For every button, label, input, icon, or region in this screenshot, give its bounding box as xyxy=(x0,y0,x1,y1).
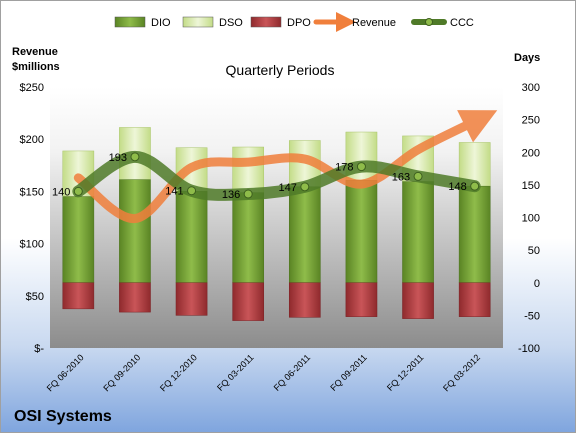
right-tick-label: 150 xyxy=(522,180,540,192)
bar-dpo xyxy=(62,282,95,310)
ccc-data-label: 136 xyxy=(222,189,240,201)
right-tick-label: 100 xyxy=(522,213,540,225)
ccc-data-label: 147 xyxy=(278,182,296,194)
right-tick-label: 50 xyxy=(528,245,540,257)
bar-dso xyxy=(232,146,265,193)
ccc-point xyxy=(187,186,197,196)
left-tick-label: $- xyxy=(34,343,44,355)
right-tick-label: -100 xyxy=(518,343,540,355)
left-tick-label: $100 xyxy=(20,239,44,251)
bar-dio xyxy=(62,196,95,283)
bar-dio xyxy=(232,192,265,283)
legend-swatch-dpo xyxy=(250,16,282,28)
bar-dio xyxy=(119,179,151,283)
right-tick-label: 0 xyxy=(534,278,540,290)
legend-swatch-dso xyxy=(182,16,214,28)
lines: 140 193 141 136 147 178 163 148 xyxy=(52,110,498,224)
left-tick-label: $50 xyxy=(26,291,44,303)
ccc-point xyxy=(130,152,140,162)
legend-label-ccc: CCC xyxy=(450,17,474,29)
bar-dpo xyxy=(175,282,208,316)
bar-dio xyxy=(288,186,321,284)
legend-label-revenue: Revenue xyxy=(352,17,396,29)
left-tick-label: $150 xyxy=(20,186,44,198)
left-axis-title-line2: $millions xyxy=(12,61,60,73)
right-axis: -100 -50 0 50 100 150 200 250 300 xyxy=(518,82,540,355)
revenue-line xyxy=(73,110,498,224)
left-axis-title-line1: Revenue xyxy=(12,46,58,58)
bar-dpo xyxy=(119,282,151,313)
legend-label-dso: DSO xyxy=(219,17,243,29)
bar-dio xyxy=(345,180,378,283)
ccc-data-label: 193 xyxy=(109,152,127,164)
left-tick-label: $200 xyxy=(20,134,44,146)
bar-dpo xyxy=(458,282,491,317)
ccc-data-label: 141 xyxy=(165,186,183,198)
ccc-data-label: 140 xyxy=(52,186,70,198)
ccc-point xyxy=(300,182,310,192)
ccc-data-label: 148 xyxy=(448,181,466,193)
ccc-data-label: 163 xyxy=(392,171,410,183)
bar-dio xyxy=(402,181,434,283)
bar-dpo xyxy=(288,282,321,318)
right-tick-label: 200 xyxy=(522,147,540,159)
chart-subtitle: Quarterly Periods xyxy=(226,62,335,78)
ccc-point xyxy=(470,181,480,191)
legend: DIO DSO DPO Revenue CCC xyxy=(114,12,474,32)
legend-label-dpo: DPO xyxy=(287,17,311,29)
right-tick-label: 250 xyxy=(522,115,540,127)
bar-dio xyxy=(175,191,208,283)
left-tick-label: $250 xyxy=(20,82,44,94)
ccc-point xyxy=(356,162,366,172)
bar-dpo xyxy=(402,282,434,319)
bar-dpo xyxy=(232,282,265,321)
ccc-point xyxy=(413,171,423,181)
ccc-point xyxy=(73,186,83,196)
left-axis: $- $50 $100 $150 $200 $250 xyxy=(20,82,45,355)
ccc-point xyxy=(243,189,253,199)
right-tick-label: -50 xyxy=(524,310,540,322)
legend-label-dio: DIO xyxy=(151,17,171,29)
legend-swatch-ccc-marker xyxy=(425,18,433,26)
legend-swatch-dio xyxy=(114,16,146,28)
right-tick-label: 300 xyxy=(522,82,540,94)
bar-dio xyxy=(458,185,491,283)
bar-dpo xyxy=(345,282,378,317)
right-axis-title: Days xyxy=(514,52,540,64)
company-name: OSI Systems xyxy=(14,408,112,425)
ccc-data-label: 178 xyxy=(335,162,353,174)
